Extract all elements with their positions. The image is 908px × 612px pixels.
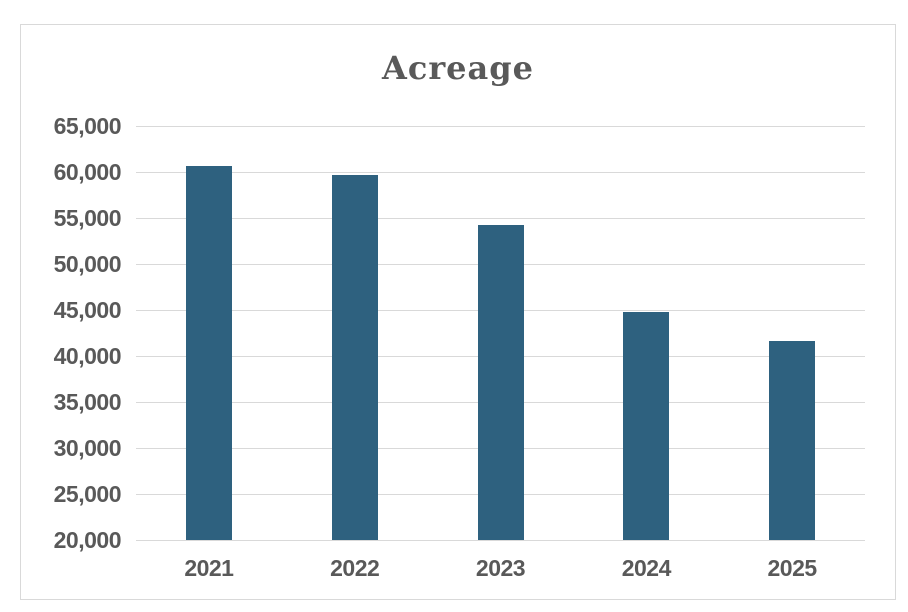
y-axis-tick-label: 60,000: [53, 159, 122, 185]
gridline: [136, 126, 865, 127]
chart-frame: Acreage 65,000 60,000 55,000 50,000 45,000 40…: [20, 24, 896, 600]
bar-2022: [331, 174, 378, 540]
x-axis-tick-label: 2023: [475, 555, 526, 581]
y-axis-tick-label: 25,000: [53, 481, 122, 507]
y-axis-tick-label: 35,000: [53, 389, 122, 415]
bar-2024: [623, 311, 670, 540]
y-axis-tick-label: 45,000: [53, 297, 122, 323]
x-axis-tick-label: 2022: [330, 555, 380, 581]
bar-2025: [769, 341, 816, 540]
gridline: [136, 172, 865, 173]
bar-2021: [185, 165, 232, 540]
x-axis-tick-label: 2024: [621, 555, 672, 581]
y-axis-tick-label: 50,000: [53, 251, 122, 277]
bar-2023: [477, 225, 524, 540]
y-axis-tick-label: 20,000: [53, 527, 122, 553]
y-axis-tick-label: 65,000: [53, 113, 122, 139]
y-axis-tick-label: 40,000: [53, 343, 122, 369]
chart-title: Acreage: [382, 49, 534, 87]
plot-area: [136, 126, 865, 541]
y-axis-tick-label: 55,000: [53, 205, 122, 231]
gridline: [136, 218, 865, 219]
y-axis-tick-label: 30,000: [53, 435, 122, 461]
x-axis-tick-label: 2021: [184, 555, 234, 581]
gridline: [136, 540, 865, 541]
x-axis-tick-label: 2025: [767, 555, 818, 581]
